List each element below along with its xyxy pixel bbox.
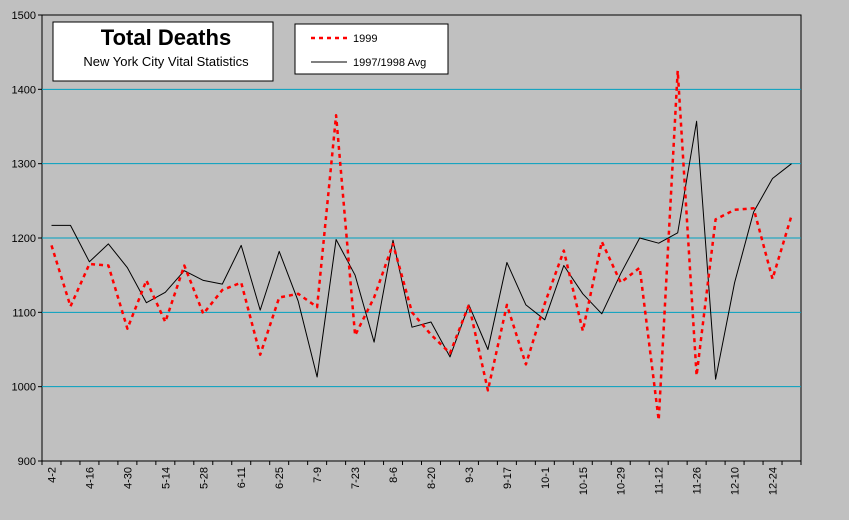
y-tick-label: 1200: [12, 233, 36, 245]
legend-label-avg: 1997/1998 Avg: [353, 57, 426, 69]
x-axis: 4-2 4-16 4-30 5-14 5-28 6-11 6-25 7-9 7-23 8-6 8-2…: [41, 461, 802, 495]
x-tick-label: 9-17: [502, 467, 514, 489]
y-tick-label: 900: [18, 456, 36, 468]
series-line-1999: [50, 69, 793, 422]
x-tick-label: 9-3: [464, 467, 476, 483]
x-tick-label: 4-2: [46, 467, 58, 483]
x-tick-label: 4-16: [84, 467, 96, 489]
x-tick-label: 5-14: [160, 467, 172, 489]
y-axis: 900 1000 1100 1200 1300 1400 1500: [12, 10, 42, 468]
x-tick-label: 8-20: [426, 467, 438, 489]
title-box: Total Deaths New York City Vital Statist…: [52, 21, 274, 82]
x-tick-label: 11-26: [692, 467, 704, 494]
y-tick-label: 1100: [12, 307, 36, 319]
gridlines: [42, 88, 801, 388]
y-tick-label: 1500: [12, 10, 36, 22]
x-tick-label: 12-24: [768, 467, 780, 495]
x-tick-label: 4-30: [122, 467, 134, 489]
x-tick-label: 10-15: [578, 467, 590, 495]
x-tick-label: 7-9: [312, 467, 324, 483]
series-lines: [50, 69, 793, 422]
chart-subtitle: New York City Vital Statistics: [83, 54, 249, 69]
series-line-avg: [51, 120, 792, 380]
x-tick-label: 7-23: [350, 467, 362, 489]
chart-title: Total Deaths: [101, 25, 231, 50]
x-tick-label: 5-28: [198, 467, 210, 489]
y-tick-label: 1300: [12, 159, 36, 171]
y-tick-label: 1000: [12, 382, 36, 394]
x-tick-label: 12-10: [730, 467, 742, 495]
y-tick-label: 1400: [12, 84, 36, 96]
x-tick-label: 8-6: [388, 467, 400, 483]
x-tick-label: 10-29: [616, 467, 628, 495]
x-tick-label: 6-11: [236, 467, 248, 488]
legend-label-1999: 1999: [353, 33, 377, 45]
legend: 1999 1997/1998 Avg: [294, 23, 449, 75]
x-tick-label: 11-12: [654, 467, 666, 494]
x-tick-label: 6-25: [274, 467, 286, 489]
x-tick-label: 10-1: [540, 467, 552, 489]
